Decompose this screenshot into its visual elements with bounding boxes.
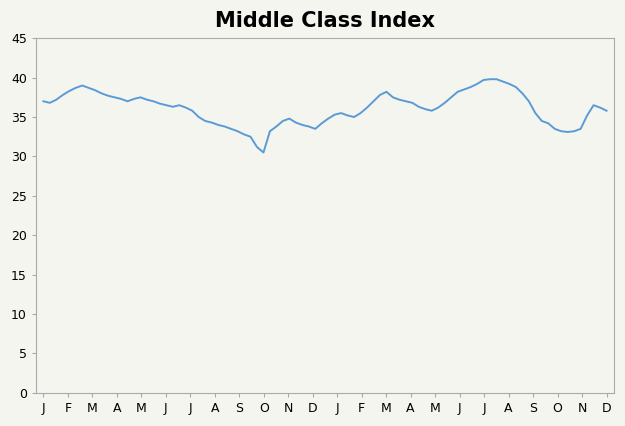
Title: Middle Class Index: Middle Class Index [215,11,435,31]
